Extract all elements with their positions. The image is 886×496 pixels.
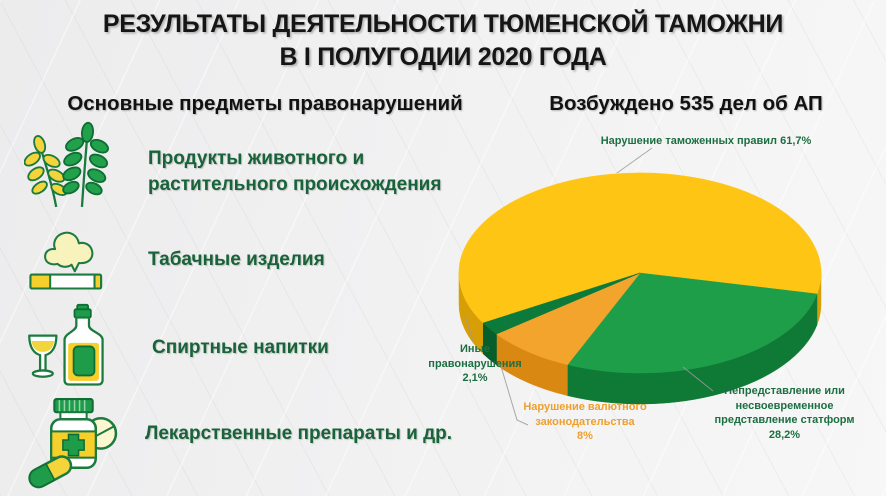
leader-line — [682, 366, 714, 392]
pie-top-faces — [458, 172, 822, 374]
plant-leaves-icon — [24, 121, 109, 208]
alcohol-bottle-glass-icon — [28, 303, 104, 386]
cigarette-icon — [29, 231, 103, 290]
callout-statforms: Непредставление или несвоевременное пред… — [714, 385, 855, 441]
medicine-pills-icon — [28, 398, 118, 489]
leader-line — [616, 147, 653, 174]
pie-side-walls — [458, 272, 822, 405]
left-panel-heading: Основные предметы правонарушений — [67, 92, 463, 115]
callout-customs-rules: Нарушение таможенных правил 61,7% — [600, 135, 812, 147]
title-line-1: РЕЗУЛЬТАТЫ ДЕЯТЕЛЬНОСТИ ТЮМЕНСКОЙ ТАМОЖН… — [102, 10, 784, 38]
callout-other-offenses: Иные правонарушения 2,1% — [428, 343, 522, 384]
list-item-label-medicine: Лекарственные препараты и др. — [145, 423, 453, 444]
chart-heading: Возбуждено 535 дел об АП — [549, 92, 823, 115]
list-item-label-products: Продукты животного и растительного проис… — [148, 148, 442, 195]
leader-line — [499, 362, 529, 426]
leader-line — [464, 314, 474, 342]
pie-chart — [458, 147, 822, 426]
list-item-label-tobacco: Табачные изделия — [148, 249, 325, 270]
page-title: РЕЗУЛЬТАТЫ ДЕЯТЕЛЬНОСТИ ТЮМЕНСКОЙ ТАМОЖН… — [0, 8, 886, 74]
callout-currency-law: Нарушение валютного законодательства 8% — [523, 401, 647, 442]
title-line-2: В I ПОЛУГОДИИ 2020 ГОДА — [279, 43, 607, 71]
list-item-label-alcohol: Спиртные напитки — [152, 337, 329, 358]
